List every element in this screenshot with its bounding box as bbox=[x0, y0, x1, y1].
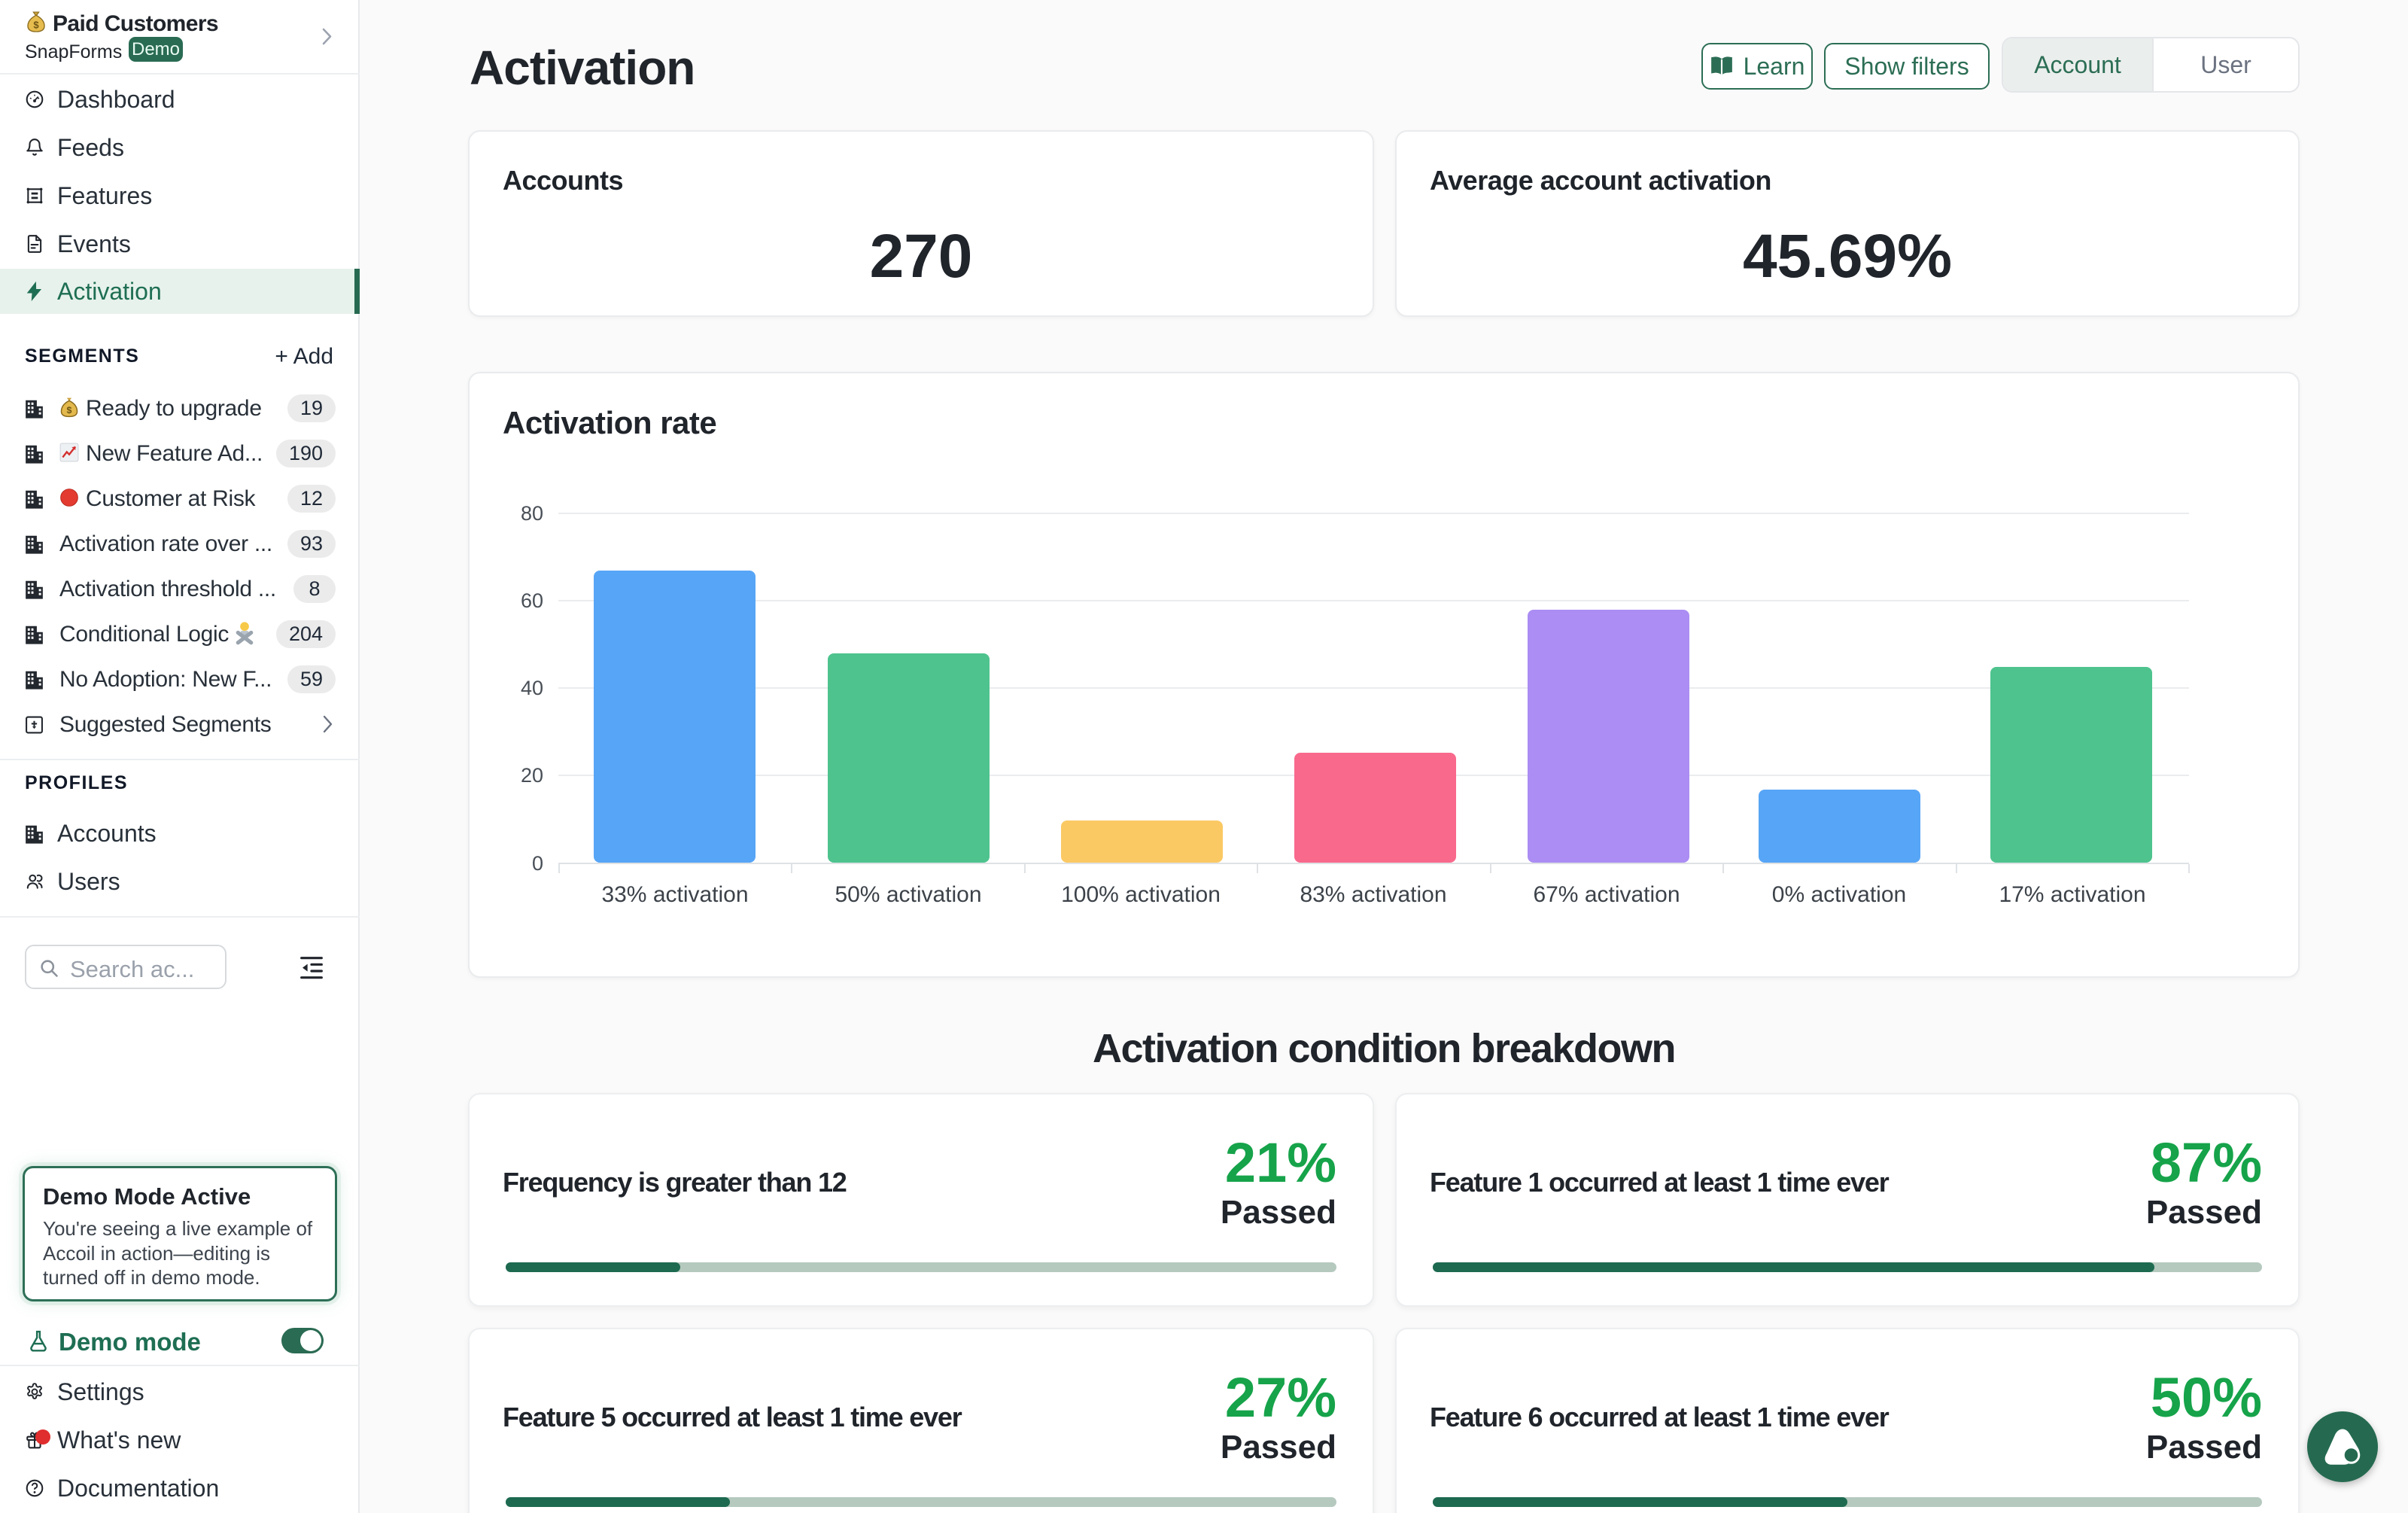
svg-text:$: $ bbox=[67, 405, 72, 416]
svg-text:$: $ bbox=[33, 19, 39, 30]
